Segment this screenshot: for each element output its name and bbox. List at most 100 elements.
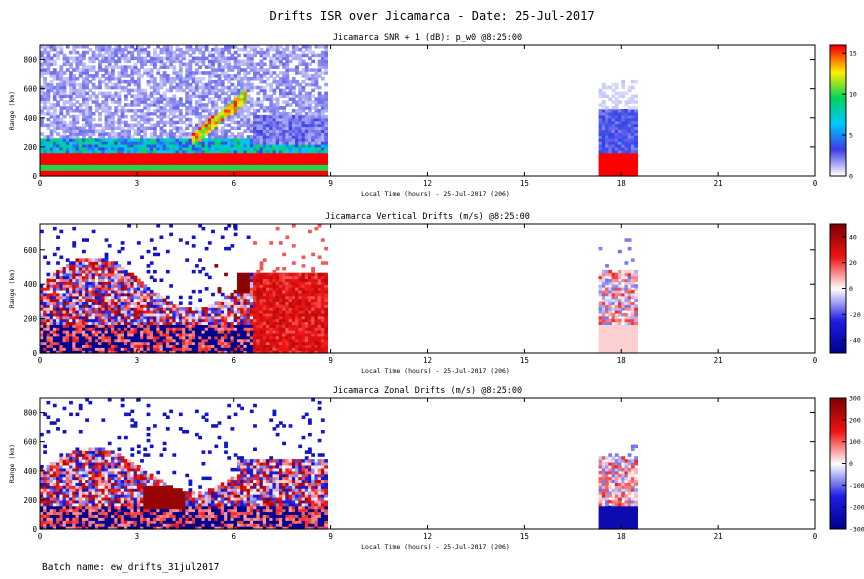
heatmap-cell <box>146 103 151 107</box>
heatmap-cell <box>195 144 199 148</box>
heatmap-cell <box>107 47 112 52</box>
heatmap-cell <box>107 50 112 55</box>
heatmap-cell <box>136 138 141 142</box>
heatmap-cell <box>69 97 73 101</box>
heatmap-cell <box>195 103 199 107</box>
heatmap-cell <box>72 164 77 168</box>
heatmap-cell <box>233 94 238 98</box>
heatmap-cell <box>188 307 193 311</box>
heatmap-cell <box>188 45 193 49</box>
heatmap-cell <box>204 106 209 110</box>
heatmap-cell <box>204 138 209 142</box>
heatmap-cell <box>178 62 183 66</box>
heatmap-cell <box>285 45 290 49</box>
heatmap-cell <box>149 161 154 165</box>
heatmap-cell <box>114 132 119 136</box>
heatmap-cell <box>175 74 180 78</box>
heatmap-cell <box>78 85 83 90</box>
heatmap-cell <box>243 91 248 96</box>
heatmap-cell <box>162 71 167 75</box>
heatmap-cell <box>94 167 99 171</box>
x-tick-label: 15 <box>520 179 529 188</box>
heatmap-cell <box>608 138 613 142</box>
heatmap-cell <box>130 68 135 72</box>
heatmap-cell <box>266 82 270 87</box>
heatmap-cell <box>120 149 125 154</box>
heatmap-cell <box>243 167 248 171</box>
heatmap-cell <box>62 103 67 107</box>
heatmap-cell <box>237 65 241 69</box>
heatmap-cell <box>230 158 235 162</box>
heatmap-cell <box>165 109 170 113</box>
heatmap-cell <box>117 59 122 64</box>
heatmap-cell <box>43 50 47 55</box>
heatmap-cell <box>191 164 196 168</box>
heatmap-cell <box>136 158 141 162</box>
heatmap-cell <box>120 126 125 130</box>
heatmap-cell <box>217 56 222 61</box>
heatmap-cell <box>240 167 244 171</box>
heatmap-cell <box>43 106 47 110</box>
heatmap-cell <box>220 141 225 145</box>
heatmap-cell <box>165 120 170 125</box>
heatmap-cell <box>91 161 96 165</box>
heatmap-cell <box>133 117 138 122</box>
heatmap-cell <box>65 82 70 87</box>
heatmap-cell <box>311 74 315 78</box>
heatmap-cell <box>178 120 183 125</box>
heatmap-cell <box>130 144 135 148</box>
heatmap-cell <box>253 62 257 66</box>
heatmap-cell <box>165 138 170 142</box>
heatmap-cell <box>172 161 177 165</box>
heatmap-cell <box>207 50 212 55</box>
heatmap-cell <box>182 88 186 93</box>
heatmap-cell <box>182 56 186 61</box>
heatmap-cell <box>133 158 138 162</box>
heatmap-cell <box>127 50 131 55</box>
heatmap-cell <box>98 117 102 122</box>
heatmap-cell <box>143 114 148 119</box>
heatmap-cell <box>201 155 206 160</box>
heatmap-cell <box>182 164 186 168</box>
heatmap-cell <box>220 59 225 64</box>
heatmap-cell <box>49 149 54 154</box>
heatmap-cell <box>75 62 80 66</box>
heatmap-cell <box>185 161 190 165</box>
heatmap-cell <box>198 100 202 104</box>
heatmap-cell <box>240 94 244 98</box>
heatmap-cell <box>162 94 167 98</box>
heatmap-cell <box>214 173 219 177</box>
heatmap-cell <box>104 56 109 61</box>
heatmap-cell <box>227 62 232 66</box>
heatmap-cell <box>124 97 128 101</box>
heatmap-cell <box>43 141 47 145</box>
heatmap-cell <box>227 109 232 113</box>
heatmap-cell <box>165 161 170 165</box>
heatmap-cell <box>243 149 248 154</box>
heatmap-cell <box>211 126 215 130</box>
heatmap-cell <box>162 50 167 55</box>
heatmap-cell <box>201 94 206 98</box>
heatmap-cell <box>240 100 244 104</box>
heatmap-cell <box>133 68 138 72</box>
heatmap-cell <box>185 71 190 75</box>
heatmap-cell <box>136 170 141 174</box>
heatmap-cell <box>172 126 177 130</box>
heatmap-cell <box>40 173 44 177</box>
heatmap-cell <box>111 167 115 171</box>
heatmap-cell <box>124 164 128 168</box>
heatmap-cell <box>243 59 248 64</box>
heatmap-cell <box>62 82 67 87</box>
heatmap-cell <box>65 152 70 157</box>
heatmap-cell <box>182 161 186 165</box>
heatmap-cell <box>159 59 164 64</box>
heatmap-cell <box>230 100 235 104</box>
heatmap-cell <box>52 103 57 107</box>
heatmap-cell <box>127 88 131 93</box>
heatmap-cell <box>59 155 64 160</box>
heatmap-cell <box>56 117 60 122</box>
heatmap-cell <box>75 155 80 160</box>
heatmap-cell <box>98 158 102 162</box>
heatmap-cell <box>127 135 131 139</box>
heatmap-cell <box>324 114 328 119</box>
